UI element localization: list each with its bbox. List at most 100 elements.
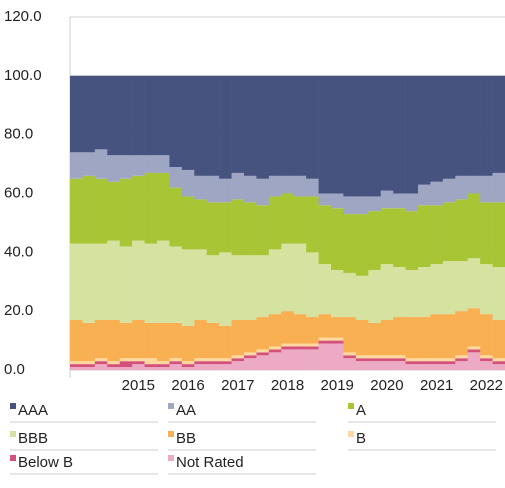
bar-segment — [94, 361, 108, 365]
bar-segment — [281, 311, 295, 344]
bar-segment — [467, 346, 481, 350]
bar-segment — [82, 322, 96, 362]
bar-segment — [418, 75, 431, 185]
bar-segment — [293, 343, 307, 347]
bar-segment — [455, 75, 469, 176]
bar-segment — [306, 196, 319, 253]
bar-segment — [206, 322, 220, 359]
bar-segment — [318, 205, 332, 265]
bar-segment — [393, 358, 406, 362]
bar-segment — [244, 255, 257, 320]
bar-segment — [169, 361, 183, 365]
bar-segment — [144, 172, 158, 244]
bar-segment — [157, 172, 170, 241]
bar-segment — [380, 355, 394, 359]
bar-segment — [492, 361, 505, 365]
bar-segment — [281, 175, 295, 194]
bar-segment — [206, 361, 220, 365]
bar-segment — [169, 322, 183, 359]
bar-segment — [70, 361, 83, 365]
bar-segment — [119, 322, 133, 359]
bar-segment — [169, 364, 183, 370]
bar-segment — [467, 258, 481, 309]
bar-segment — [107, 364, 121, 368]
y-tick-label: 120.0 — [4, 8, 42, 25]
bar-segment — [480, 314, 493, 356]
x-tick-label: 2018 — [271, 377, 304, 394]
bar-segment — [368, 355, 382, 359]
bar-segment — [355, 275, 369, 320]
bar-segment — [418, 358, 431, 362]
bar-segment — [430, 264, 444, 315]
bar-segment — [355, 214, 369, 276]
bar-segment — [480, 361, 493, 370]
bar-segment — [132, 155, 145, 176]
bar-segment — [82, 175, 96, 244]
bar-segment — [244, 175, 257, 203]
bar-segment — [306, 343, 319, 347]
bar-segment — [393, 75, 406, 194]
y-tick-label: 80.0 — [4, 126, 33, 143]
bar-segment — [194, 199, 208, 250]
bar-segment — [380, 361, 394, 370]
bar-segment — [119, 75, 133, 156]
bar-segment — [405, 317, 419, 359]
bar-segment — [94, 358, 108, 362]
bar-segment — [244, 319, 257, 353]
bar-segment — [219, 202, 232, 253]
bar-segment — [132, 361, 145, 365]
x-tick-label: 2015 — [122, 377, 155, 394]
bar-segment — [94, 364, 108, 370]
bar-segment — [418, 364, 431, 370]
bar-segment — [293, 243, 307, 315]
bar-segment — [418, 317, 431, 359]
bar-segment — [455, 358, 469, 362]
legend-swatch — [10, 455, 16, 461]
bar-segment — [442, 358, 456, 362]
bar-segment — [368, 269, 382, 323]
bar-segment — [268, 352, 282, 370]
bar-segment — [418, 361, 431, 365]
bar-segment — [343, 75, 357, 197]
legend-label: AA — [176, 402, 196, 419]
bar-segment — [405, 75, 419, 194]
bar-segment — [119, 358, 133, 362]
bar-segment — [256, 75, 270, 179]
bar-segment — [219, 364, 232, 370]
bar-segment — [343, 352, 357, 356]
bar-segment — [492, 202, 505, 268]
bar-segment — [380, 358, 394, 362]
bar-segment — [393, 208, 406, 268]
bar-segment — [393, 317, 406, 356]
bar-segment — [405, 358, 419, 362]
bar-segment — [107, 75, 121, 156]
legend-swatch — [10, 403, 16, 409]
bar-segment — [219, 178, 232, 203]
bar-segment — [181, 249, 195, 326]
bar-segment — [94, 243, 108, 320]
bar-segment — [331, 75, 344, 194]
bar-segment — [157, 367, 170, 370]
bar-segment — [331, 208, 344, 270]
bar-segment — [219, 358, 232, 362]
bar-segment — [331, 337, 344, 341]
bar-segment — [268, 314, 282, 347]
bar-segment — [181, 367, 195, 370]
bar-segment — [480, 202, 493, 265]
bar-segment — [405, 211, 419, 270]
bar-segment — [455, 361, 469, 370]
bar-segment — [107, 319, 121, 362]
legend-swatch — [348, 403, 354, 409]
bar-segment — [467, 349, 481, 353]
legend-swatch — [168, 455, 174, 461]
bar-segment — [94, 149, 108, 179]
bar-segment — [492, 267, 505, 320]
bar-segment — [480, 175, 493, 203]
bar-segment — [231, 172, 245, 200]
legend-swatch — [168, 431, 174, 437]
bar-segment — [306, 75, 319, 179]
bar-segment — [318, 264, 332, 315]
bar-segment — [455, 261, 469, 312]
bar-segment — [331, 343, 344, 370]
bar-segment — [306, 178, 319, 197]
